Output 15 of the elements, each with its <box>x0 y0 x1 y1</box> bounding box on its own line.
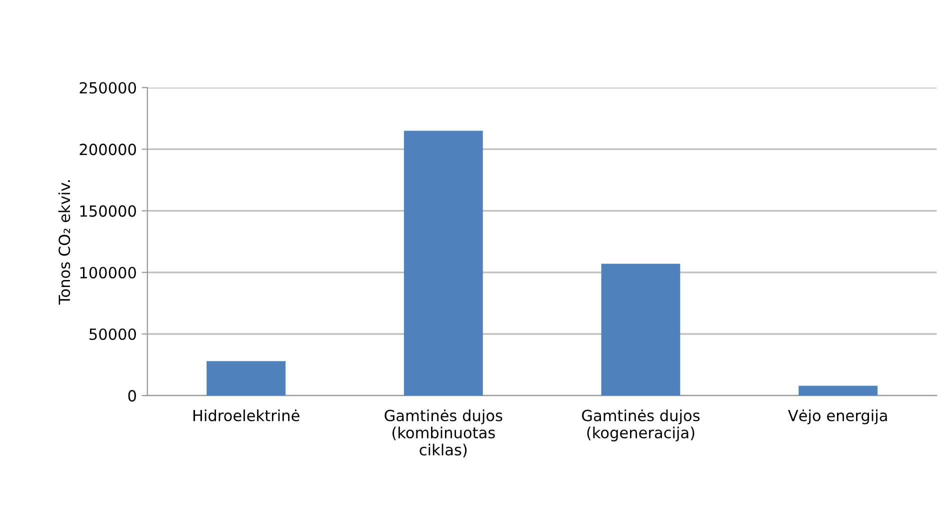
x-tick-label: Gamtinės dujos (kombinuotas ciklas) <box>384 409 502 458</box>
y-tick-label: 150000 <box>80 205 136 217</box>
y-tick-label: 250000 <box>80 82 136 94</box>
y-tick-label: 100000 <box>80 266 136 278</box>
y-tick-label: 50000 <box>90 328 136 340</box>
y-tick-label: 200000 <box>80 144 136 156</box>
y-axis-title: Tonos CO₂ ekviv. <box>58 180 70 305</box>
bar <box>404 130 483 396</box>
x-tick-label: Vėjo energija <box>788 409 887 424</box>
bar <box>798 386 878 396</box>
y-tick-label: 0 <box>128 390 136 402</box>
bar <box>601 264 680 396</box>
x-tick-label: Gamtinės dujos (kogeneracija) <box>582 409 700 442</box>
x-tick-label: Hidroelektrinė <box>193 409 300 422</box>
bar <box>206 361 286 396</box>
